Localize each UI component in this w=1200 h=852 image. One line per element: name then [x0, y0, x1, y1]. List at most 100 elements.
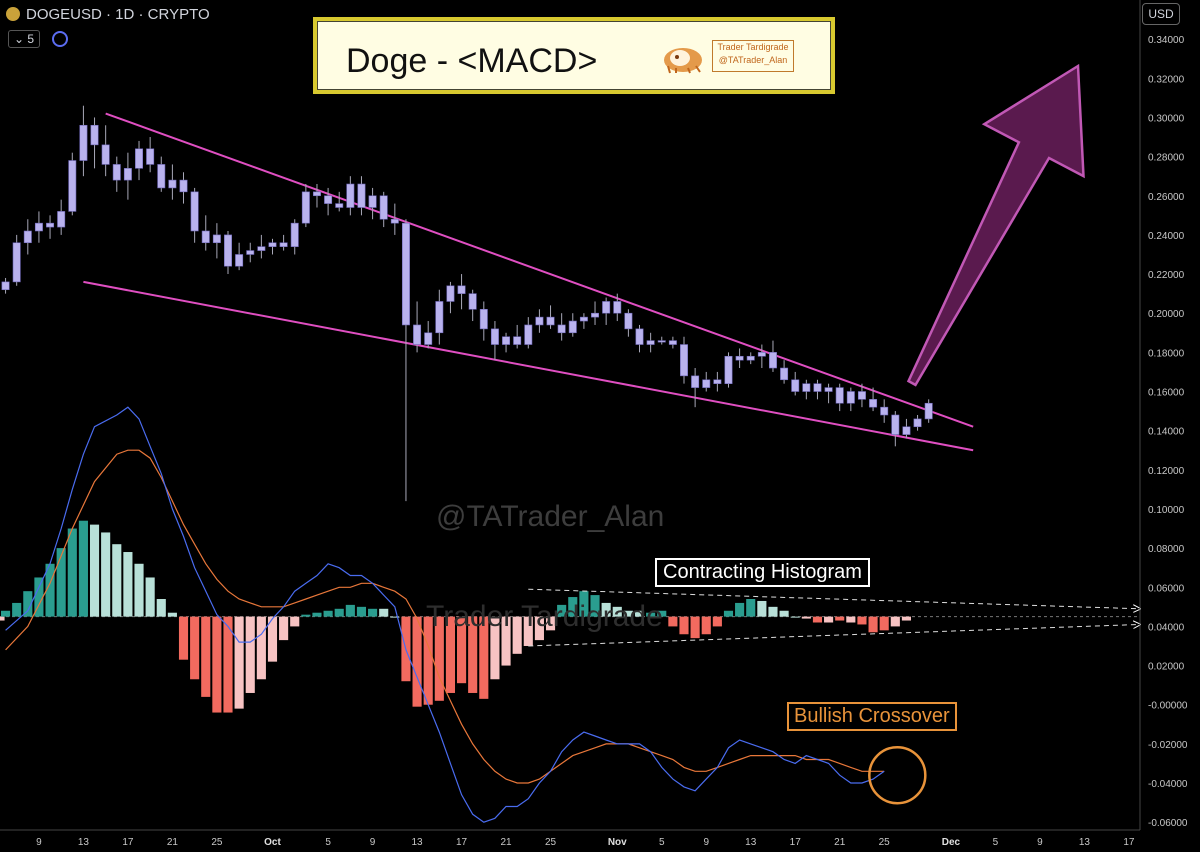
candle [68, 152, 77, 216]
histogram-bar [89, 524, 100, 617]
histogram-bar [323, 610, 333, 617]
candle-body [613, 301, 622, 314]
trader-badge: Trader Tardigrade @TATrader_Alan [712, 40, 794, 72]
candle-body [680, 344, 688, 377]
histogram-bar [256, 616, 266, 680]
histogram-bar [579, 591, 589, 617]
candle-body [524, 324, 533, 345]
candle [735, 348, 744, 369]
candle-body [90, 124, 99, 146]
candle-body [490, 328, 499, 345]
candle-body [313, 191, 321, 197]
candle [46, 215, 55, 239]
histogram-bar [790, 616, 800, 618]
price-tick-label: -0.04000 [1148, 779, 1188, 790]
candle-body [368, 195, 377, 208]
candle-body [657, 340, 666, 343]
currency-button[interactable]: USD [1142, 3, 1180, 25]
candle-body [257, 246, 266, 251]
histogram-trend-lines [528, 588, 1140, 647]
candle [257, 234, 266, 259]
histogram-trend-line [528, 624, 1140, 647]
candle-body [546, 316, 555, 326]
candle-body [1, 281, 10, 291]
time-tick-label: 13 [1079, 837, 1091, 848]
watermark-handle: @TATrader_Alan [436, 500, 665, 533]
crossover-circle [868, 745, 927, 805]
histogram-bar [568, 597, 578, 617]
candle-body [201, 230, 210, 244]
histogram-bar [557, 604, 567, 617]
time-tick-label: 5 [993, 837, 999, 848]
candle [379, 191, 388, 228]
candle-body [891, 414, 900, 435]
candle-body [513, 336, 522, 345]
candle-body [735, 355, 744, 361]
histogram-bar [701, 616, 711, 635]
histogram-bar [1, 610, 11, 617]
candle-body [157, 164, 166, 189]
price-tick-label: 0.08000 [1148, 544, 1185, 555]
histogram-bar [78, 520, 88, 617]
candle [568, 313, 577, 337]
histogram-bar [768, 606, 778, 617]
candle-body [579, 316, 588, 322]
price-axis[interactable]: 0.34000 0.32000 0.30000 0.28000 0.26000 0.240… [1148, 35, 1188, 829]
candle-body [301, 191, 310, 224]
candle-body [135, 148, 143, 169]
candle-body [757, 352, 766, 357]
candle [435, 289, 444, 345]
candle [591, 301, 599, 325]
candle-body [624, 312, 633, 330]
candle [791, 371, 800, 396]
candle-body [101, 144, 110, 165]
candle-body [23, 230, 32, 244]
candle [746, 352, 755, 365]
time-tick-label: 25 [545, 837, 557, 848]
price-tick-label: -0.06000 [1148, 818, 1188, 829]
histogram-bar [712, 616, 722, 627]
candle-body [769, 352, 777, 369]
candle-body [346, 183, 355, 208]
candle [324, 187, 333, 216]
candle [657, 336, 666, 345]
candle [268, 238, 277, 255]
symbol-header[interactable]: DOGEUSD · 1D · CRYPTO [6, 4, 210, 24]
candle [290, 219, 299, 255]
histogram-bar [824, 616, 834, 623]
candle [724, 352, 733, 388]
candle [446, 281, 455, 314]
candle [390, 203, 399, 235]
time-tick-label: 5 [659, 837, 665, 848]
candle [179, 172, 188, 204]
candle [135, 140, 143, 181]
price-tick-label: 0.22000 [1148, 270, 1185, 281]
candle [602, 297, 611, 325]
candle [101, 125, 110, 177]
candle-body [880, 406, 889, 416]
candle-body [324, 195, 333, 204]
candle-body [602, 301, 611, 314]
signal-line [5, 449, 885, 784]
interval-selector[interactable]: ⌄ 5 [8, 30, 41, 48]
price-tick-label: 0.12000 [1148, 466, 1185, 477]
candle [713, 371, 722, 392]
histogram-bar [12, 602, 22, 617]
histogram-bar [723, 610, 734, 617]
candle [12, 234, 21, 286]
time-axis[interactable]: 9 13 17 21 25 Oct 5 9 13 17 21 25 Nov 5 9 13 17 21 25 Dec 5 9… [36, 837, 1135, 848]
histogram-bar [245, 616, 255, 693]
candle [780, 360, 789, 384]
histogram-bar [901, 616, 911, 621]
price-tick-label: 0.34000 [1148, 35, 1185, 46]
candle [368, 187, 377, 220]
title-banner-inner: Doge - <MACD> Trader Tardigrade @TATrade… [317, 21, 831, 90]
candle [1, 277, 10, 294]
time-tick-label: Nov [608, 837, 627, 848]
price-tick-label: 0.16000 [1148, 388, 1185, 399]
sync-icon[interactable] [52, 31, 69, 47]
histogram-bar [434, 616, 444, 701]
histogram-bar [290, 616, 300, 627]
candle-body [780, 367, 789, 381]
